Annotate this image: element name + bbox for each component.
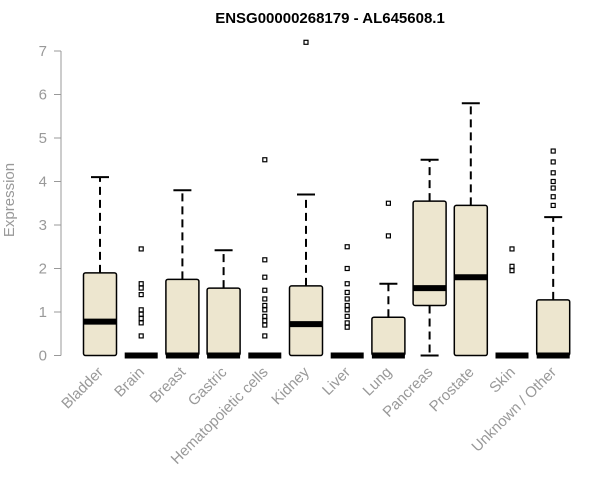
x-tick-label: Prostate bbox=[426, 364, 478, 416]
y-tick-label: 6 bbox=[39, 87, 47, 104]
box-lung bbox=[371, 200, 406, 359]
outlier-point bbox=[138, 246, 144, 252]
box-hematopoietic-cells bbox=[248, 157, 282, 359]
x-tick-label: Liver bbox=[319, 364, 354, 399]
outlier-point bbox=[550, 178, 556, 185]
outlier-point bbox=[138, 307, 144, 313]
y-tick-label: 3 bbox=[39, 217, 47, 234]
outlier-point bbox=[550, 159, 556, 165]
outlier-point bbox=[303, 39, 309, 45]
outlier-point bbox=[509, 263, 515, 269]
box-unknown-other bbox=[535, 148, 571, 359]
box-prostate bbox=[453, 102, 489, 357]
y-axis-label: Expression bbox=[1, 163, 18, 237]
box-liver bbox=[330, 244, 364, 359]
box-breast bbox=[165, 189, 200, 359]
outlier-point bbox=[262, 302, 268, 309]
outlier-point bbox=[138, 315, 144, 322]
outlier-point bbox=[344, 307, 350, 313]
outlier-point bbox=[550, 170, 556, 176]
outlier-point bbox=[550, 194, 556, 200]
outlier-point bbox=[262, 257, 268, 263]
outlier-point bbox=[344, 302, 350, 309]
outlier-point bbox=[138, 292, 144, 298]
outlier-point bbox=[138, 311, 144, 317]
outlier-point bbox=[262, 318, 268, 324]
box-body bbox=[535, 299, 571, 357]
y-tick-label: 0 bbox=[39, 348, 47, 365]
outlier-point bbox=[344, 296, 350, 302]
outlier-point bbox=[550, 185, 556, 191]
boxes-group bbox=[82, 39, 571, 359]
x-tick-label: Kidney bbox=[268, 363, 313, 408]
outlier-point bbox=[509, 268, 515, 274]
outlier-point bbox=[262, 157, 268, 163]
outlier-point bbox=[509, 246, 515, 252]
outlier-point bbox=[385, 233, 391, 239]
box-pancreas bbox=[412, 158, 447, 357]
outlier-point bbox=[138, 281, 144, 287]
outlier-point bbox=[262, 313, 268, 319]
outlier-point bbox=[385, 200, 391, 206]
outlier-point bbox=[344, 281, 350, 287]
box-gastric bbox=[206, 249, 241, 359]
x-tick-label: Breast bbox=[147, 363, 190, 406]
x-tick-label: Bladder bbox=[58, 364, 107, 413]
box-body bbox=[371, 316, 406, 357]
outlier-point bbox=[344, 324, 350, 330]
box-brain bbox=[124, 246, 158, 359]
axes: 0 1 2 3 4 5 6 7 bbox=[39, 43, 62, 365]
x-tick-label: Skin bbox=[486, 364, 519, 397]
outlier-point bbox=[138, 285, 144, 291]
outlier-point bbox=[262, 274, 268, 280]
outlier-point bbox=[344, 244, 350, 250]
box-skin bbox=[495, 246, 529, 359]
box-kidney bbox=[288, 39, 324, 357]
box-body bbox=[165, 278, 200, 357]
box-body bbox=[82, 272, 118, 357]
outlier-point bbox=[344, 313, 350, 319]
outlier-point bbox=[550, 202, 556, 209]
outlier-point bbox=[262, 322, 268, 328]
outlier-point bbox=[344, 289, 350, 296]
y-tick-label: 5 bbox=[39, 130, 47, 147]
outlier-point bbox=[344, 265, 350, 272]
outlier-point bbox=[262, 333, 268, 339]
x-tick-label: Brain bbox=[111, 364, 148, 401]
outlier-point bbox=[138, 333, 144, 339]
outlier-point bbox=[344, 320, 350, 326]
outlier-point bbox=[262, 287, 268, 293]
x-tick-label: Lung bbox=[360, 364, 396, 400]
box-body bbox=[288, 285, 324, 357]
outlier-point bbox=[550, 148, 556, 154]
box-bladder bbox=[82, 176, 118, 357]
outlier-point bbox=[262, 296, 268, 302]
y-tick-label: 1 bbox=[39, 304, 47, 321]
outlier-point bbox=[262, 307, 268, 313]
box-body bbox=[206, 287, 241, 357]
box-body bbox=[453, 204, 489, 357]
y-tick-label: 2 bbox=[39, 261, 47, 278]
box-body bbox=[412, 200, 447, 307]
outlier-point bbox=[138, 320, 144, 326]
y-tick-label: 7 bbox=[39, 43, 47, 60]
y-tick-label: 4 bbox=[39, 174, 47, 191]
chart-title: ENSG00000268179 - AL645608.1 bbox=[215, 10, 445, 27]
